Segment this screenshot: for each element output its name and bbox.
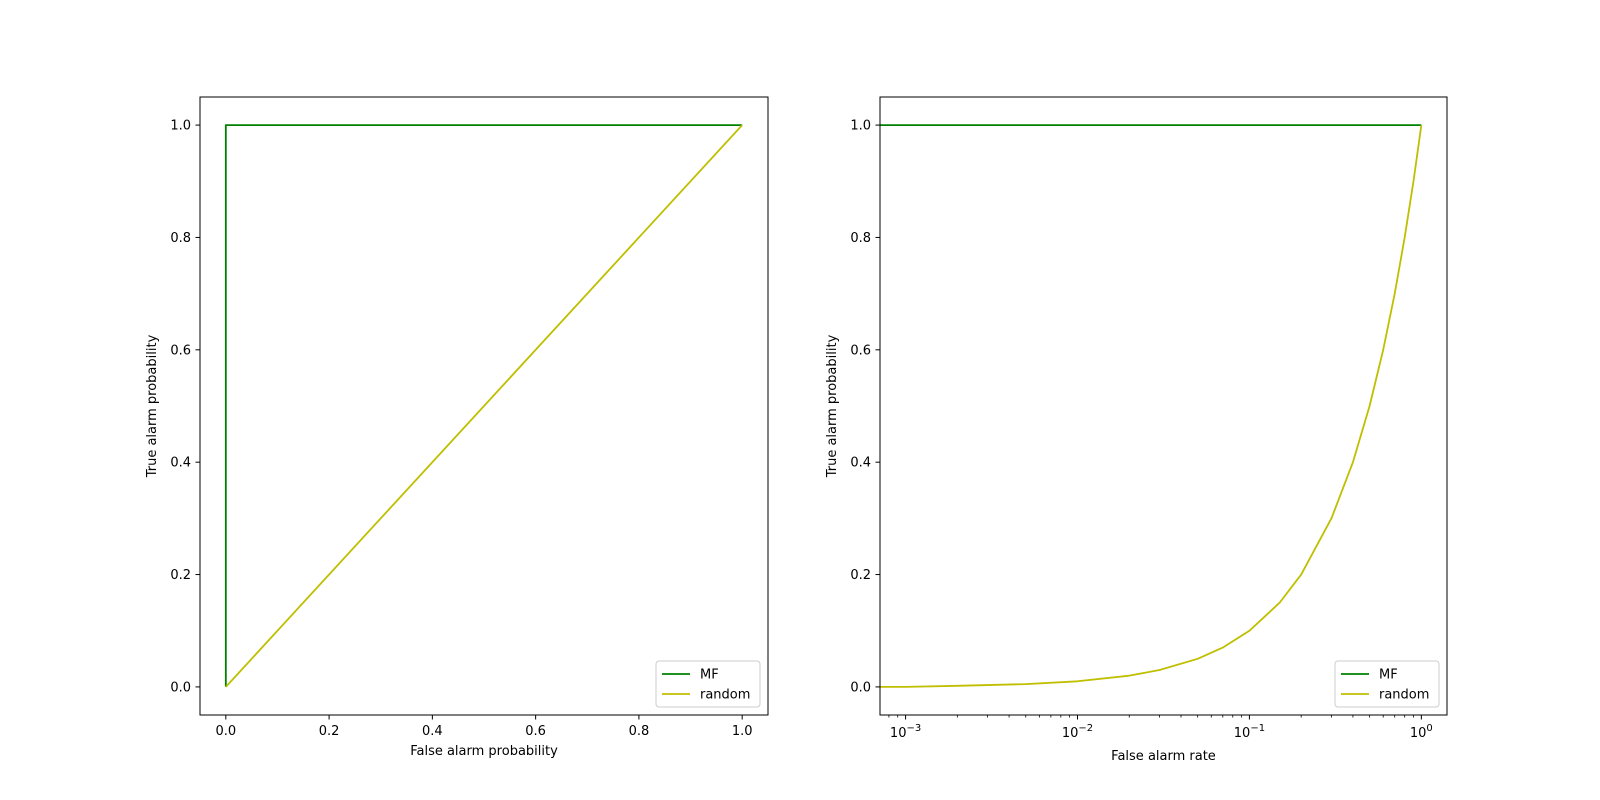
y-tick-label: 0.6 <box>170 343 191 358</box>
legend-box <box>1334 660 1440 708</box>
x-tick-label: 100 <box>1410 723 1433 741</box>
axes-frame <box>879 96 1448 716</box>
y-axis-label: True alarm probability <box>145 334 160 478</box>
y-tick-label: 1.0 <box>170 119 191 134</box>
y-tick-label: 0.2 <box>170 568 191 583</box>
x-axis-label: False alarm probability <box>410 744 558 759</box>
series-line-MF <box>224 124 743 687</box>
series-line-random <box>225 124 743 688</box>
legend: MF random <box>1334 660 1440 708</box>
y-tick-label: 0.0 <box>170 680 191 695</box>
legend: MF random <box>655 660 761 708</box>
x-tick-label: 10−3 <box>890 723 921 741</box>
x-tick-label: 0.2 <box>319 724 340 739</box>
series-line-random <box>880 124 1423 688</box>
series-group <box>880 124 1423 688</box>
x-axis-label: False alarm rate <box>1111 749 1216 764</box>
legend-box <box>655 660 761 708</box>
x-tick-label: 0.8 <box>629 724 650 739</box>
y-axis-label: True alarm probability <box>825 334 840 478</box>
y-tick-label: 0.8 <box>170 231 191 246</box>
roc-linear-panel: 0.0 0.2 0.4 0.6 0.8 1.0 0.0 0.2 0.4 0.6 0.8 1.0 Fals… <box>145 96 769 759</box>
y-tick-label: 0.4 <box>850 456 871 471</box>
roc-log-panel: 10−3 10−2 10−1 100 0.0 0.2 0.4 0.6 0.8 1.0 False a… <box>825 96 1448 764</box>
y-tick-label: 0.6 <box>850 343 871 358</box>
x-tick-label: 0.0 <box>215 724 236 739</box>
axes-frame <box>199 96 769 716</box>
x-tick-label: 10−1 <box>1234 723 1265 741</box>
x-tick-label: 0.6 <box>525 724 546 739</box>
legend-label-random: random <box>700 688 750 703</box>
y-tick-label: 0.2 <box>850 568 871 583</box>
y-tick-label: 1.0 <box>850 119 871 134</box>
y-tick-label: 0.4 <box>170 456 191 471</box>
x-tick-label: 0.4 <box>422 724 443 739</box>
y-tick-label: 0.0 <box>850 680 871 695</box>
legend-label-MF: MF <box>700 668 719 683</box>
x-tick-label: 10−2 <box>1062 723 1093 741</box>
legend-label-MF: MF <box>1379 668 1398 683</box>
legend-label-random: random <box>1379 688 1429 703</box>
x-tick-label: 1.0 <box>732 724 753 739</box>
y-tick-label: 0.8 <box>850 231 871 246</box>
series-group <box>224 124 743 688</box>
